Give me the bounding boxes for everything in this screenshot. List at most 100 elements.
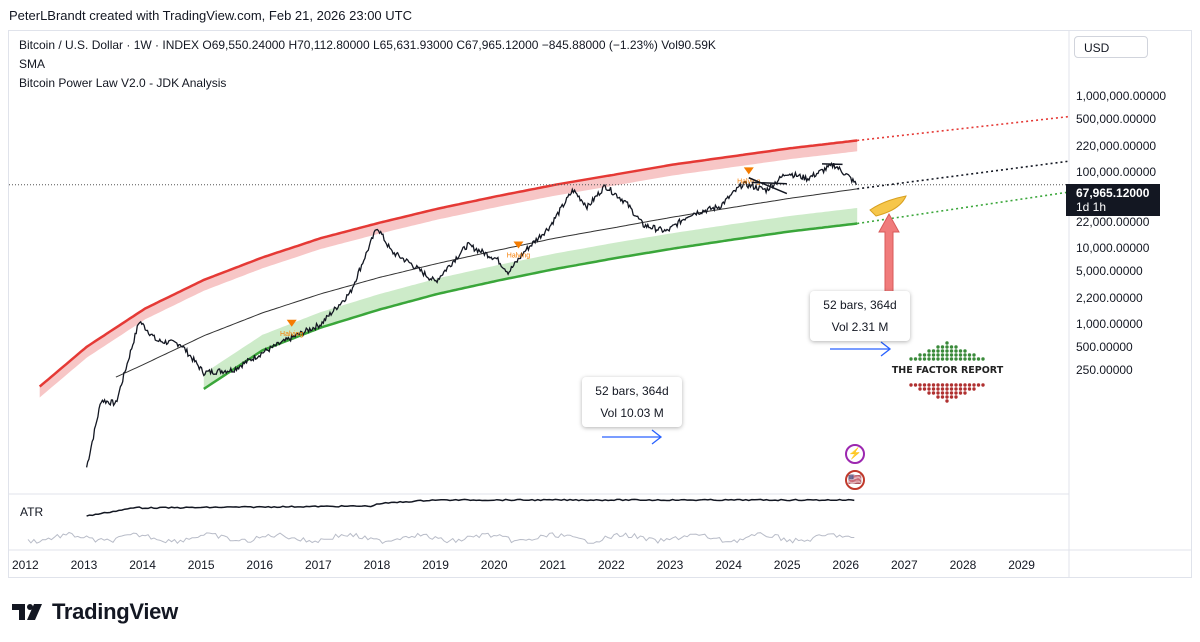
chart-frame bbox=[8, 30, 1192, 578]
year-tick-label: 2020 bbox=[480, 558, 508, 572]
watermark-dot bbox=[940, 345, 945, 349]
watermark-dot bbox=[981, 357, 985, 361]
watermark-dot bbox=[940, 353, 945, 357]
price-tick-label: 1,000.00000 bbox=[1076, 317, 1143, 331]
watermark-dot bbox=[958, 349, 963, 353]
power-law-legend[interactable]: Bitcoin Power Law V2.0 - JDK Analysis bbox=[19, 76, 227, 90]
watermark-dot bbox=[949, 387, 954, 391]
upper-band-fill bbox=[39, 140, 858, 398]
watermark-dot bbox=[958, 353, 963, 357]
trendline bbox=[751, 181, 787, 185]
watermark-dot bbox=[922, 387, 927, 391]
watermark-dot bbox=[922, 383, 927, 387]
lower-band-fill bbox=[203, 208, 858, 389]
watermark-dot bbox=[954, 353, 958, 357]
watermark-dot bbox=[940, 357, 945, 361]
watermark-dot bbox=[945, 395, 949, 399]
watermark-dot bbox=[949, 357, 954, 361]
year-tick-label: 2014 bbox=[129, 558, 156, 572]
big-up-arrow-icon bbox=[878, 212, 900, 299]
watermark-dot bbox=[945, 349, 949, 353]
us-flag-icon[interactable]: 🇺🇸 bbox=[845, 470, 865, 490]
halving-marker-icon bbox=[743, 167, 754, 175]
watermark-dot bbox=[963, 383, 967, 387]
watermark-dot bbox=[945, 341, 949, 345]
watermark-dot bbox=[958, 391, 963, 395]
projection-line bbox=[857, 115, 1069, 142]
watermark-dot bbox=[972, 383, 976, 387]
year-tick-label: 2018 bbox=[363, 558, 391, 572]
watermark-dot bbox=[931, 391, 936, 395]
lightning-icon[interactable]: ⚡ bbox=[845, 444, 865, 464]
range-arrow-2-head bbox=[651, 429, 663, 445]
trendline bbox=[822, 163, 843, 166]
year-tick-label: 2015 bbox=[187, 558, 215, 572]
halving-label: Halving bbox=[737, 178, 760, 185]
lower-band-line bbox=[203, 222, 858, 390]
last-price-tag: 67,965.12000 1d 1h bbox=[1066, 184, 1160, 216]
watermark-dot bbox=[940, 383, 945, 387]
watermark-dot bbox=[949, 353, 954, 357]
watermark-dot bbox=[922, 357, 927, 361]
watermark-dot bbox=[936, 383, 940, 387]
watermark-dot bbox=[949, 395, 954, 399]
price-tick-label: 250.00000 bbox=[1076, 362, 1133, 377]
watermark-dot bbox=[927, 383, 931, 387]
watermark-dot bbox=[945, 387, 949, 391]
watermark-dot bbox=[949, 383, 954, 387]
callout-bars: 52 bars, 364d bbox=[595, 384, 669, 398]
atr-secondary-line bbox=[27, 531, 855, 545]
watermark-dot bbox=[963, 357, 967, 361]
price-tick-label: 500,000.00000 bbox=[1076, 111, 1157, 126]
watermark-dot bbox=[918, 387, 922, 391]
price-tick-label: 10,000.00000 bbox=[1076, 241, 1150, 255]
watermark-dot bbox=[945, 383, 949, 387]
tradingview-logo: TradingView bbox=[12, 599, 178, 625]
year-tick-label: 2027 bbox=[891, 558, 918, 572]
watermark-dot bbox=[931, 387, 936, 391]
watermark-dot bbox=[949, 391, 954, 395]
factor-report-watermark: THE FACTOR REPORT bbox=[885, 335, 1010, 415]
year-tick-label: 2026 bbox=[832, 558, 860, 572]
year-tick-label: 2013 bbox=[70, 558, 98, 572]
watermark-dot bbox=[945, 353, 949, 357]
watermark-dot bbox=[954, 383, 958, 387]
halving-label: Halving bbox=[280, 331, 303, 338]
brand-name: TradingView bbox=[52, 599, 178, 624]
currency-button[interactable]: USD bbox=[1074, 36, 1148, 58]
sma-legend[interactable]: SMA bbox=[19, 57, 46, 71]
price-tick-label: 1,000,000.00000 bbox=[1076, 89, 1167, 103]
year-tick-label: 2019 bbox=[422, 558, 449, 572]
watermark-dot bbox=[981, 383, 985, 387]
watermark-dot bbox=[958, 357, 963, 361]
watermark-dot bbox=[927, 387, 931, 391]
watermark-dot bbox=[940, 391, 945, 395]
symbol-legend[interactable]: Bitcoin / U.S. Dollar · 1W · INDEX O69,5… bbox=[19, 38, 716, 52]
watermark-dot bbox=[936, 349, 940, 353]
watermark-dot bbox=[918, 357, 922, 361]
watermark-dot bbox=[949, 345, 954, 349]
watermark-dot bbox=[945, 345, 949, 349]
watermark-dot bbox=[909, 357, 913, 361]
watermark-dot bbox=[936, 391, 940, 395]
measure-callout-2[interactable]: 52 bars, 364d Vol 10.03 M bbox=[582, 377, 682, 427]
watermark-dot bbox=[931, 357, 936, 361]
watermark-dot bbox=[918, 383, 922, 387]
watermark-dot bbox=[931, 349, 936, 353]
watermark-dot bbox=[963, 353, 967, 357]
watermark-dot bbox=[940, 387, 945, 391]
watermark-dot bbox=[927, 357, 931, 361]
watermark-dot bbox=[954, 387, 958, 391]
watermark-dot bbox=[922, 353, 927, 357]
last-price: 67,965.12000 bbox=[1076, 186, 1150, 200]
halving-marker-icon bbox=[286, 319, 297, 327]
watermark-dot bbox=[958, 387, 963, 391]
watermark-dot bbox=[931, 353, 936, 357]
atr-label[interactable]: ATR bbox=[20, 505, 44, 519]
watermark-dot bbox=[940, 395, 945, 399]
watermark-dot bbox=[976, 383, 981, 387]
watermark-dot bbox=[936, 387, 940, 391]
callout-bars: 52 bars, 364d bbox=[823, 298, 897, 312]
measure-callout-1[interactable]: 52 bars, 364d Vol 2.31 M bbox=[810, 291, 910, 341]
